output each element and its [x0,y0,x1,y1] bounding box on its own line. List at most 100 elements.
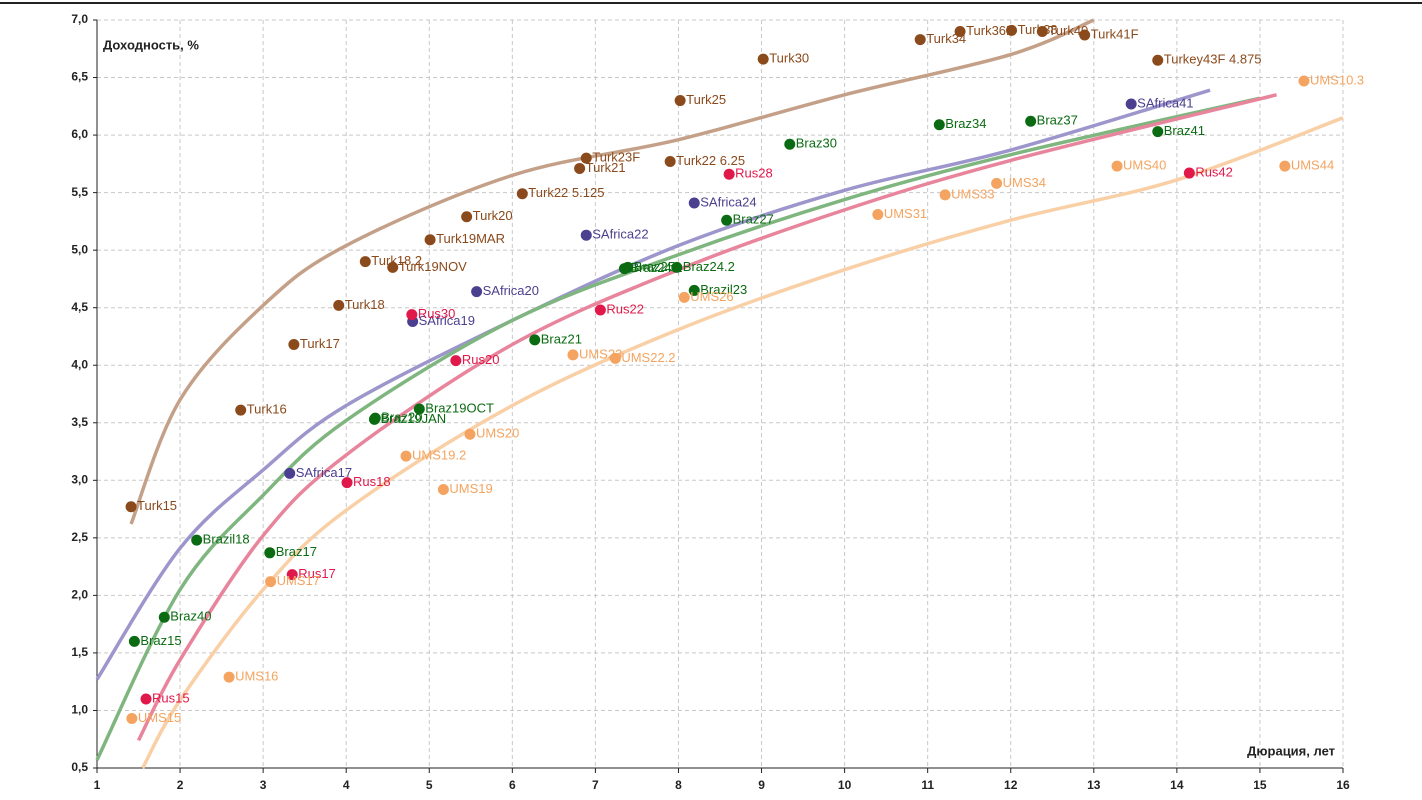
y-tick-label: 6,5 [71,70,88,84]
point [288,339,300,351]
point-label: Braz40 [170,609,211,624]
point [158,611,170,623]
point-label: UMS10.3 [1310,72,1364,87]
point [933,119,945,131]
point-label: Turk22 6.25 [676,153,745,168]
point-label: Turk18 [345,297,385,312]
x-axis-label: Дюрация, лет [1247,743,1335,758]
x-tick-label: 16 [1336,778,1350,792]
x-tick-label: 3 [260,778,267,792]
point-label: Turk19NOV [399,259,467,274]
point [1298,75,1310,87]
point [688,284,700,296]
y-tick-label: 7,0 [71,12,88,26]
y-tick-label: 4,0 [71,357,88,371]
point [284,467,296,479]
point-label: Braz25 [634,259,675,274]
point-label: Rus20 [462,352,500,367]
point [1183,167,1195,179]
y-tick-label: 1,0 [71,703,88,717]
point-label: Braz19JAN [380,411,446,426]
point-label: UMS19.2 [412,448,466,463]
point-label: Rus28 [735,166,773,181]
point [235,404,247,416]
point-label: Braz34 [945,116,986,131]
point [1111,160,1123,172]
point [721,214,733,226]
point [125,501,137,513]
point [723,168,735,180]
y-tick-label: 0,5 [71,760,88,774]
point [529,334,541,346]
point [1036,26,1048,38]
point [664,156,676,168]
point [140,693,152,705]
point-label: Turk23F [592,150,640,165]
x-tick-label: 5 [426,778,433,792]
point-label: Braz17 [276,544,317,559]
x-tick-label: 8 [675,778,682,792]
x-tick-label: 9 [758,778,765,792]
point [450,355,462,367]
point-label: UMS22.2 [621,350,675,365]
point-label: UMS16 [235,669,278,684]
point-label: Rus30 [418,306,456,321]
point [580,152,592,164]
point-label: Turk36F [966,23,1014,38]
point [286,569,298,581]
point-label: Turk21 [586,160,626,175]
point-label: SAfrica22 [592,227,648,242]
point [1152,54,1164,66]
point-label: Braz30 [796,136,837,151]
y-tick-label: 4,5 [71,300,88,314]
point-label: UMS44 [1291,158,1334,173]
point [574,162,586,174]
point-label: Brazil18 [203,532,250,547]
point-label: Braz20 [381,410,422,425]
point-label: Turk25 [686,92,726,107]
point [333,299,345,311]
y-tick-label: 2,5 [71,530,88,544]
point [368,413,380,425]
point-label: Braz37 [1037,113,1078,128]
point-label: UMS17 [277,573,320,588]
point [471,286,483,298]
point-label: Turk30 [769,51,809,66]
point-label: Braz21 [541,331,582,346]
trend-line [136,93,1277,742]
point [567,349,579,361]
point [461,211,473,223]
x-tick-label: 6 [509,778,516,792]
point-label: Braz41 [1164,123,1205,138]
point-label: Braz19OCT [425,400,494,415]
point [1279,160,1291,172]
point [939,189,951,201]
point-label: Turk19MAR [436,231,505,246]
point [622,261,634,273]
y-axis-label: Доходность, % [103,37,199,52]
point-label: SAfrica20 [483,283,539,298]
point [359,256,371,268]
point-label: Turk40 [1048,23,1088,38]
point [191,534,203,546]
point-label: UMS34 [1003,175,1046,190]
point-label: Turk18.2 [371,253,422,268]
x-tick-label: 15 [1253,778,1267,792]
point-label: Brazil23 [700,282,747,297]
point [1025,115,1037,127]
point-label: UMS33 [951,186,994,201]
x-tick-label: 10 [838,778,852,792]
point [265,576,277,588]
x-tick-label: 12 [1004,778,1018,792]
y-tick-label: 5,5 [71,185,88,199]
point-label: Rus22 [606,301,644,316]
point [437,484,449,496]
point-label: UMS15 [138,710,181,725]
point-label: UMS31 [884,206,927,221]
point [128,635,140,647]
x-tick-label: 11 [921,778,934,792]
point-label: UMS40 [1123,158,1166,173]
point [757,53,769,65]
x-tick-label: 7 [592,778,599,792]
